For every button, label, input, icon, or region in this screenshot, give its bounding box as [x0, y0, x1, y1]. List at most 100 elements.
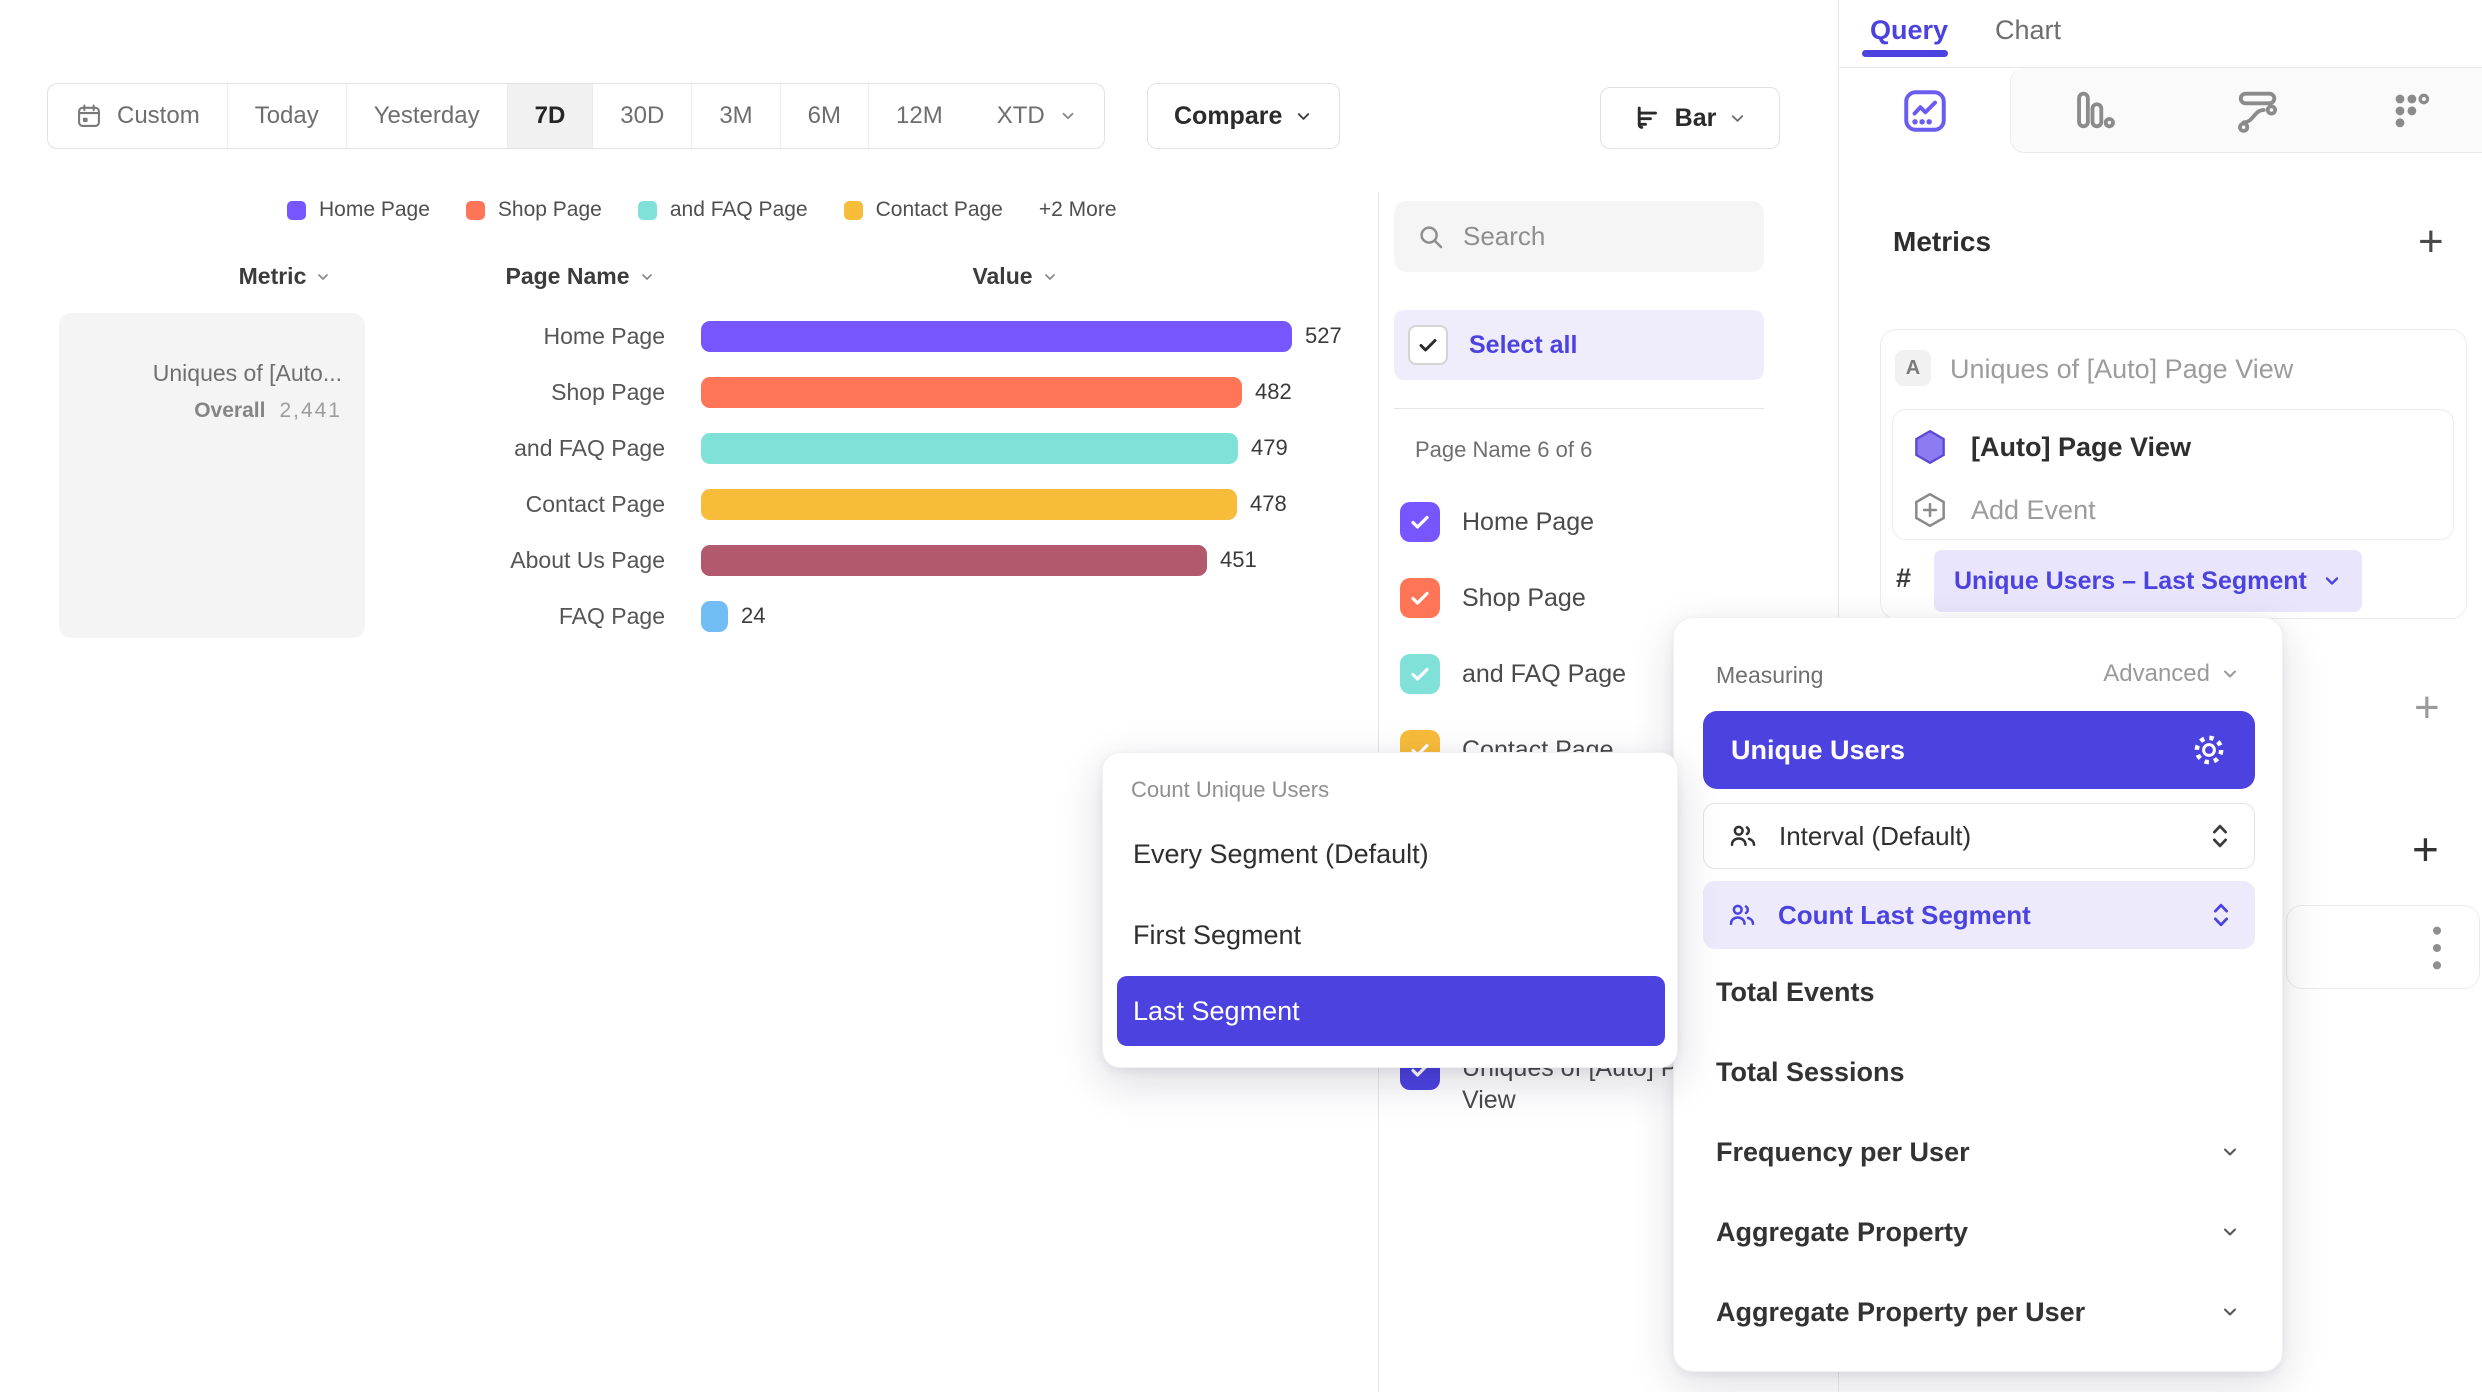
chevron-down-icon: [2220, 1222, 2240, 1242]
report-tab-insights[interactable]: [1839, 68, 2010, 153]
report-tab-flows[interactable]: [2176, 68, 2340, 153]
chart-row: Home Page 527: [380, 308, 1342, 364]
breakdown-card[interactable]: [2286, 905, 2480, 989]
retention-dots-icon: [2389, 88, 2433, 132]
legend-item[interactable]: Shop Page: [465, 198, 602, 222]
measurement-pill[interactable]: Unique Users – Last Segment: [1934, 550, 2362, 612]
insights-chart-icon: [1900, 86, 1950, 136]
filter-row[interactable]: Home Page: [1400, 484, 1626, 560]
chart-type-label: Bar: [1674, 103, 1717, 132]
filter-row[interactable]: and FAQ Page: [1400, 636, 1626, 712]
filter-row-label: Shop Page: [1462, 583, 1586, 612]
legend-label: Home Page: [319, 198, 430, 221]
measuring-title: Measuring: [1716, 662, 1824, 688]
chevron-down-icon: [1059, 107, 1077, 125]
measuring-option[interactable]: Total Sessions: [1716, 1056, 1905, 1087]
search-icon: [1416, 222, 1446, 252]
gear-icon[interactable]: [2191, 732, 2227, 768]
date-preset-6m[interactable]: 6M: [781, 84, 869, 148]
segment-option[interactable]: Every Segment (Default): [1133, 838, 1429, 869]
chart-row-value: 482: [1255, 379, 1292, 404]
chart-row: Shop Page 482: [380, 364, 1342, 420]
chart-bar[interactable]: [701, 320, 1292, 352]
stepper-icon[interactable]: [2210, 822, 2230, 850]
measuring-option[interactable]: Aggregate Property per User: [1674, 1272, 2284, 1352]
date-custom-button[interactable]: Custom: [48, 84, 228, 148]
tab-query[interactable]: Query: [1870, 15, 1949, 45]
chart-type-button[interactable]: Bar: [1600, 87, 1780, 149]
funnels-bars-icon: [2071, 87, 2117, 133]
measurement-hash: #: [1896, 563, 1912, 593]
date-range-selector: Custom Today Yesterday 7D 30D 3M 6M 12M XTD: [47, 83, 1105, 149]
chevron-down-icon: [1294, 107, 1313, 126]
date-preset-today[interactable]: Today: [228, 84, 347, 148]
filter-row[interactable]: Shop Page: [1400, 560, 1626, 636]
segment-option[interactable]: Last Segment: [1117, 976, 1665, 1046]
compare-button[interactable]: Compare: [1147, 83, 1341, 149]
event-row[interactable]: [Auto] Page View: [1910, 427, 2191, 467]
people-icon: [1728, 821, 1758, 851]
chevron-down-icon: [2322, 571, 2342, 591]
chevron-down-icon: [2220, 1302, 2240, 1322]
legend-item[interactable]: Contact Page: [843, 198, 1003, 222]
chart-row-label: Contact Page: [525, 490, 665, 517]
legend-swatch: [465, 200, 485, 220]
chevron-down-icon: [639, 269, 655, 285]
measuring-option[interactable]: Frequency per User: [1674, 1112, 2284, 1192]
measuring-option[interactable]: Total Events: [1716, 976, 1875, 1007]
column-header-page-name[interactable]: Page Name: [475, 263, 685, 290]
legend-label: Contact Page: [875, 198, 1003, 221]
column-header-value[interactable]: Value: [945, 263, 1085, 290]
checkbox-checked[interactable]: [1400, 654, 1440, 694]
advanced-toggle[interactable]: Advanced: [2103, 660, 2240, 688]
chart-bar[interactable]: [701, 488, 1237, 520]
measuring-option-unique-users[interactable]: Unique Users: [1703, 711, 2255, 789]
column-header-metric[interactable]: Metric: [215, 263, 355, 290]
filter-group-label: Page Name 6 of 6: [1415, 437, 1593, 462]
tab-chart[interactable]: Chart: [1995, 15, 2062, 45]
add-event-row[interactable]: Add Event: [1910, 490, 2096, 530]
measuring-control-0[interactable]: Interval (Default): [1703, 803, 2255, 869]
filter-checkbox-list: Home Page Shop Page and FAQ Page Contact…: [1400, 484, 1626, 788]
date-preset-12m[interactable]: 12M: [896, 102, 943, 129]
select-all-checkbox[interactable]: [1408, 325, 1448, 365]
date-xtd-button[interactable]: XTD: [970, 84, 1104, 148]
checkbox-checked[interactable]: [1400, 578, 1440, 618]
flows-icon: [2235, 87, 2281, 133]
chart-bar[interactable]: [701, 600, 728, 632]
bar-chart-icon: [1633, 103, 1663, 133]
report-tab-funnels[interactable]: [2010, 68, 2176, 153]
report-tab-retention[interactable]: [2340, 68, 2482, 153]
legend-item[interactable]: and FAQ Page: [637, 198, 808, 222]
chart-bar[interactable]: [701, 376, 1242, 408]
stepper-icon[interactable]: [2211, 901, 2231, 929]
chart-row-value: 478: [1250, 491, 1287, 516]
checkbox-checked[interactable]: [1400, 502, 1440, 542]
add-filter-button[interactable]: +: [2414, 683, 2440, 732]
legend-item[interactable]: Home Page: [287, 198, 430, 222]
chart-bar[interactable]: [701, 432, 1238, 464]
compare-label: Compare: [1174, 101, 1283, 130]
measuring-control-1[interactable]: Count Last Segment: [1703, 881, 2255, 949]
measuring-option[interactable]: Aggregate Property: [1674, 1192, 2284, 1272]
add-metric-button[interactable]: +: [2418, 217, 2444, 266]
date-preset-3m[interactable]: 3M: [692, 84, 781, 148]
date-preset-yesterday[interactable]: Yesterday: [347, 84, 508, 148]
chevron-down-icon: [1042, 269, 1058, 285]
select-all-row[interactable]: Select all: [1394, 310, 1764, 380]
date-preset-30d[interactable]: 30D: [593, 84, 693, 148]
chart-row: FAQ Page 24: [380, 588, 1342, 644]
add-breakdown-button[interactable]: +: [2412, 823, 2439, 875]
date-custom-label: Custom: [117, 102, 200, 129]
metric-summary-card[interactable]: Uniques of [Auto... Overall 2,441: [59, 313, 365, 638]
date-preset-7d[interactable]: 7D: [507, 84, 594, 148]
legend-label: and FAQ Page: [669, 198, 808, 221]
kebab-menu-icon[interactable]: [2428, 922, 2446, 974]
chevron-down-icon: [315, 269, 331, 285]
segment-option[interactable]: First Segment: [1133, 919, 1302, 950]
chart-row: Contact Page 478: [380, 476, 1342, 532]
search-input[interactable]: Search: [1394, 201, 1764, 272]
legend-more[interactable]: +2 More: [1038, 198, 1117, 221]
chart-bar[interactable]: [701, 544, 1207, 576]
metric-summary-overall: Overall 2,441: [194, 399, 342, 422]
